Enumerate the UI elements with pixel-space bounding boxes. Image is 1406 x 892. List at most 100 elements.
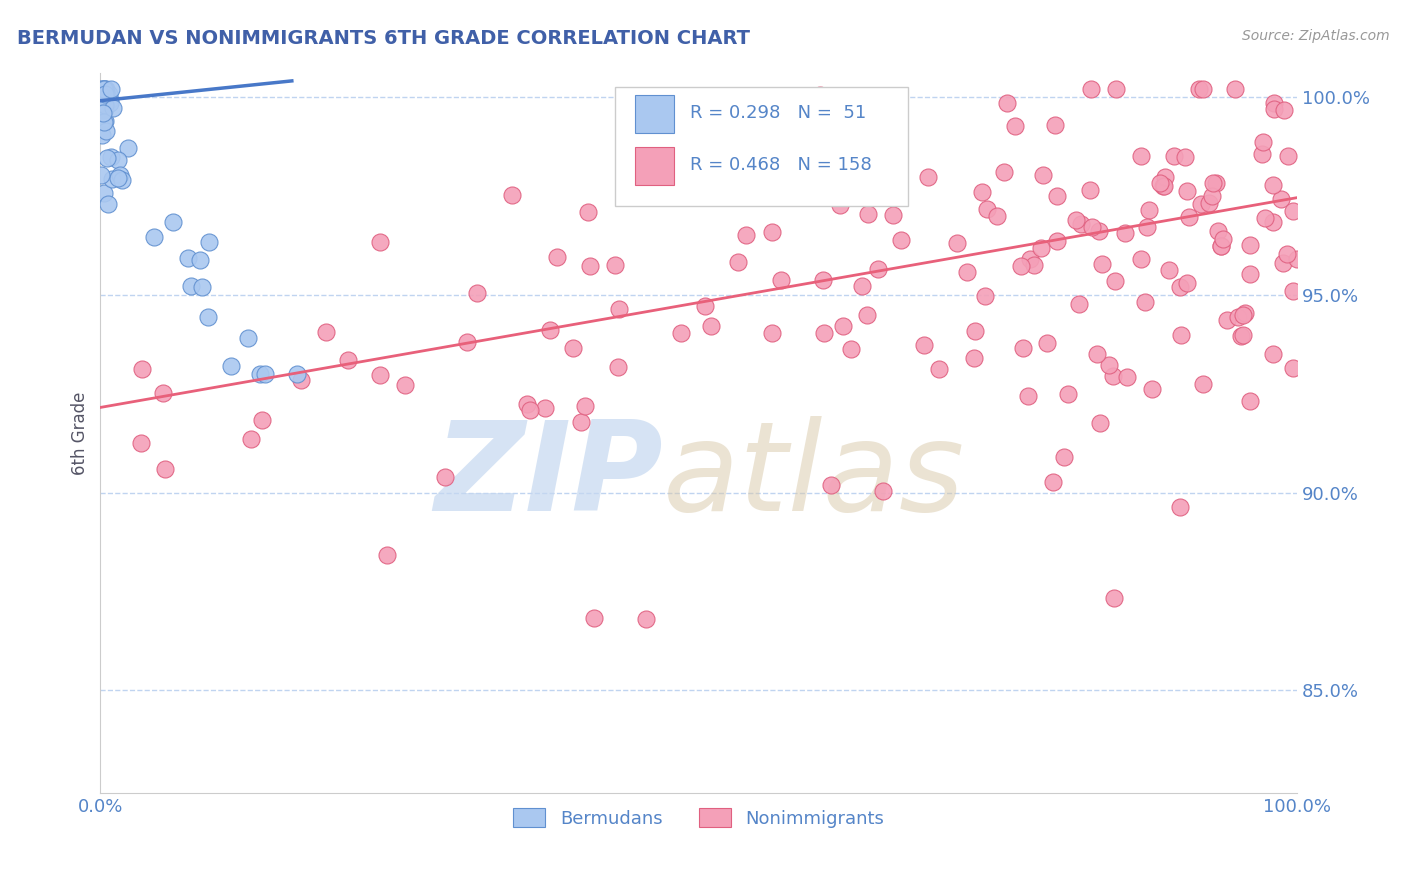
Point (1115, 370, 1137, 384)
Point (1088, 224, 1111, 238)
Point (91, 89, 114, 103)
Point (1053, 450, 1076, 464)
Point (1188, 82, 1211, 96)
Point (103, 102, 125, 116)
Point (1022, 258, 1045, 272)
Point (1227, 310, 1250, 325)
Point (578, 259, 600, 273)
Point (1254, 211, 1277, 226)
Point (1067, 296, 1090, 310)
Text: BERMUDAN VS NONIMMIGRANTS 6TH GRADE CORRELATION CHART: BERMUDAN VS NONIMMIGRANTS 6TH GRADE CORR… (17, 29, 749, 47)
Point (1046, 234, 1069, 248)
Point (1174, 150, 1197, 164)
Point (811, 273, 834, 287)
Point (970, 185, 993, 199)
Point (100, 82, 122, 96)
Point (734, 227, 756, 242)
Point (250, 413, 273, 427)
Point (1133, 295, 1156, 310)
Point (1036, 335, 1059, 350)
Point (808, 88, 831, 103)
Point (1105, 82, 1128, 96)
Point (90, 168, 112, 182)
Point (993, 165, 1015, 179)
Point (94, 82, 117, 96)
Point (249, 367, 271, 381)
Point (856, 207, 879, 221)
Point (1230, 329, 1253, 343)
Point (856, 308, 879, 322)
Text: R = 0.468   N = 158: R = 0.468 N = 158 (690, 156, 872, 174)
Point (699, 318, 721, 333)
Point (1198, 195, 1220, 210)
Point (671, 326, 693, 341)
Point (93, 82, 115, 96)
Point (1177, 211, 1199, 225)
Point (882, 208, 904, 222)
Point (1010, 259, 1032, 273)
Point (1057, 387, 1080, 401)
Point (963, 351, 986, 366)
Point (336, 352, 359, 367)
Point (1114, 226, 1136, 240)
Point (1152, 179, 1174, 194)
Point (94, 102, 117, 116)
Point (101, 171, 124, 186)
Point (727, 254, 749, 268)
Point (93, 82, 115, 96)
Point (946, 236, 969, 251)
Point (1168, 500, 1191, 515)
Point (583, 611, 606, 625)
Point (456, 334, 478, 349)
Point (1104, 274, 1126, 288)
Point (890, 233, 912, 247)
Point (1192, 376, 1215, 391)
Point (1189, 197, 1212, 211)
Point (131, 362, 153, 376)
Point (1271, 256, 1294, 270)
Point (107, 170, 129, 185)
Point (465, 285, 488, 300)
Point (636, 612, 658, 626)
Point (1261, 178, 1284, 192)
Point (91, 128, 114, 143)
Point (198, 235, 221, 249)
Point (1163, 149, 1185, 163)
Y-axis label: 6th Grade: 6th Grade (72, 392, 89, 475)
Point (96, 151, 118, 165)
Point (153, 461, 176, 475)
Point (131, 436, 153, 450)
Point (1272, 103, 1295, 117)
Text: Source: ZipAtlas.com: Source: ZipAtlas.com (1241, 29, 1389, 43)
Point (1045, 118, 1067, 132)
Point (956, 265, 979, 279)
Point (94, 124, 117, 138)
Point (1064, 213, 1087, 227)
Point (1251, 135, 1274, 149)
Point (538, 323, 561, 337)
Point (1263, 215, 1285, 229)
Point (93, 115, 115, 129)
Point (1251, 147, 1274, 161)
Point (117, 141, 139, 155)
Point (1233, 306, 1256, 320)
Point (1211, 239, 1233, 253)
Point (90, 82, 112, 96)
Point (1081, 219, 1104, 234)
Point (1216, 313, 1239, 327)
Point (1070, 217, 1092, 231)
Point (1270, 192, 1292, 206)
Point (1004, 120, 1026, 134)
Point (162, 215, 184, 229)
Point (1170, 328, 1192, 343)
Point (1080, 82, 1102, 96)
Point (603, 258, 626, 272)
Point (100, 151, 122, 165)
Point (912, 338, 935, 352)
Point (1261, 346, 1284, 360)
Legend: Bermudans, Nonimmigrants: Bermudans, Nonimmigrants (506, 801, 891, 835)
Point (1239, 394, 1261, 409)
Point (221, 359, 243, 374)
Point (368, 235, 391, 250)
Point (1098, 358, 1121, 372)
